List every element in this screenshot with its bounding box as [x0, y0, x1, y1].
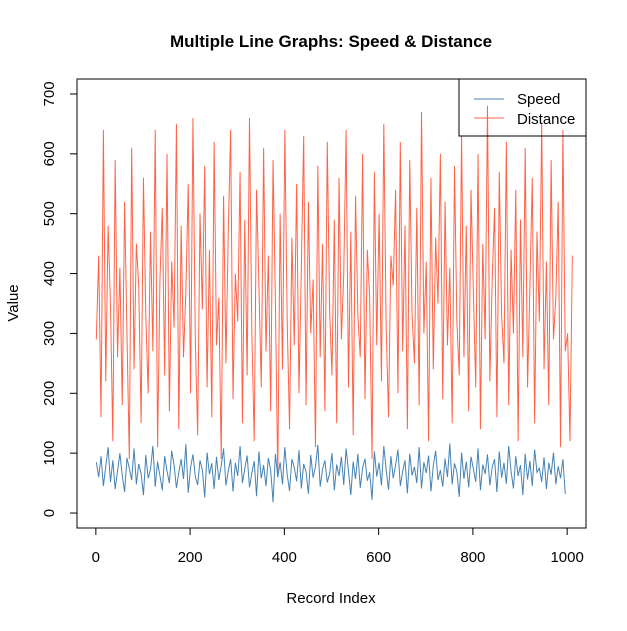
- series-layer: [95, 105, 573, 503]
- x-tick-label: 0: [92, 549, 100, 566]
- series-line-1: [95, 443, 566, 503]
- y-tick-label: 0: [41, 509, 58, 517]
- y-tick-label: 700: [41, 81, 58, 106]
- x-tick-label: 800: [460, 549, 485, 566]
- y-tick-label: 600: [41, 141, 58, 166]
- x-tick-label: 200: [178, 549, 203, 566]
- legend-label-distance: Distance: [517, 111, 575, 128]
- series-line-0: [95, 105, 573, 478]
- y-axis-label: Value: [5, 284, 22, 321]
- y-tick-label: 500: [41, 201, 58, 226]
- x-tick-label: 400: [272, 549, 297, 566]
- legend: Speed Distance: [458, 78, 587, 137]
- legend-label-speed: Speed: [517, 91, 560, 108]
- chart-title: Multiple Line Graphs: Speed & Distance: [170, 32, 492, 51]
- x-axis: 0 200 400 600 800 1000: [92, 527, 584, 566]
- y-tick-label: 200: [41, 381, 58, 406]
- y-axis: 0 100 200 300 400 500 600 700: [41, 81, 78, 517]
- x-tick-label: 1000: [550, 549, 583, 566]
- legend-box: [458, 78, 587, 137]
- x-tick-label: 600: [366, 549, 391, 566]
- y-tick-label: 100: [41, 441, 58, 466]
- y-tick-label: 300: [41, 321, 58, 346]
- y-tick-label: 400: [41, 261, 58, 286]
- x-axis-label: Record Index: [286, 590, 376, 607]
